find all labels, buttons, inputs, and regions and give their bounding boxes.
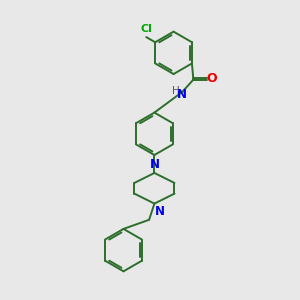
Text: H: H [172, 86, 180, 96]
Text: N: N [177, 88, 187, 101]
Text: N: N [149, 158, 159, 171]
Text: N: N [155, 205, 165, 218]
Text: O: O [207, 72, 217, 85]
Text: Cl: Cl [141, 23, 152, 34]
